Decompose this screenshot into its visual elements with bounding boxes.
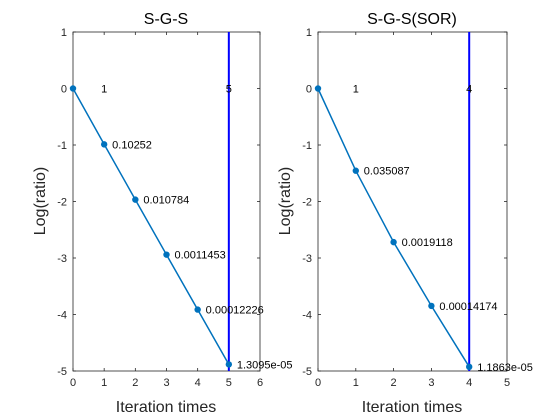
x-tick-label: 6 <box>257 377 263 389</box>
x-tick-label: 3 <box>428 377 434 389</box>
x-tick-label: 5 <box>226 377 232 389</box>
x-axis-label: Iteration times <box>116 399 216 416</box>
point-label: 1.1863e-05 <box>477 362 533 374</box>
point-label: 0.0011453 <box>175 250 226 262</box>
data-point <box>100 141 108 148</box>
data-point <box>466 363 473 371</box>
x-axis-label: Iteration times <box>362 399 462 416</box>
x-tick-label: 4 <box>195 377 201 389</box>
x-tick-label: 5 <box>504 377 510 389</box>
x-tick-label: 2 <box>391 377 397 389</box>
marks-group: 0.035087 0.0019118 0.00014174 1.1863e-05 1 4 <box>314 32 533 374</box>
top-label: 1 <box>101 84 107 96</box>
x-tick-label: 0 <box>70 377 76 389</box>
y-tick-label: -1 <box>57 140 67 152</box>
data-point <box>194 306 201 313</box>
data-point <box>352 167 359 174</box>
axes-box <box>317 31 508 372</box>
x-tick-label: 4 <box>466 377 472 389</box>
y-tick-label: 0 <box>61 84 67 96</box>
top-label: 4 <box>466 84 472 96</box>
top-label: 1 <box>353 84 359 96</box>
y-tick-label: -2 <box>57 197 67 209</box>
point-label: 0.00014174 <box>439 301 497 313</box>
point-label: 0.035087 <box>364 166 410 178</box>
y-tick-label: -4 <box>302 310 312 322</box>
y-axis-label: Log(ratio) <box>277 167 294 235</box>
x-tick-label: 1 <box>101 377 107 389</box>
x-tick-label: 1 <box>353 377 359 389</box>
y-tick-label: -3 <box>302 253 312 265</box>
series-line <box>72 88 230 365</box>
y-tick-label: -3 <box>57 253 67 265</box>
chart-title: S-G-S(SOR) <box>367 11 457 28</box>
chart-title: S-G-S <box>144 11 188 28</box>
x-tick-label: 0 <box>315 377 321 389</box>
point-label: 0.0019118 <box>402 237 453 249</box>
data-point <box>163 251 170 258</box>
data-point <box>132 196 139 203</box>
top-label: 5 <box>226 84 232 96</box>
ticks-group: 0 1 2 3 4 5 6 1 0 -1 -2 -3 -4 -5 <box>57 27 263 389</box>
point-label: 0.00012226 <box>206 305 264 317</box>
point-label: 0.10252 <box>112 139 152 151</box>
point-label: 1.3095e-05 <box>237 359 293 371</box>
subplot-sgs-sor: S-G-S(SOR) Iteration times Log(ratio) 0 1… <box>277 11 533 416</box>
marks-group: 0.10252 0.010784 0.0011453 0.00012226 1.3095… <box>69 32 293 371</box>
y-tick-label: -2 <box>302 197 312 209</box>
y-tick-label: 1 <box>61 27 67 39</box>
y-tick-label: 1 <box>306 27 312 39</box>
x-tick-label: 2 <box>132 377 138 389</box>
y-tick-label: -5 <box>302 366 312 378</box>
y-tick-label: -5 <box>57 366 67 378</box>
y-tick-label: -1 <box>302 140 312 152</box>
data-point <box>69 85 77 92</box>
y-tick-label: -4 <box>57 310 67 322</box>
data-point <box>314 85 322 92</box>
ticks-group: 0 1 2 3 4 5 1 0 -1 -2 -3 -4 -5 <box>302 27 510 389</box>
data-point <box>428 302 435 310</box>
data-point <box>225 361 233 368</box>
x-tick-label: 3 <box>163 377 169 389</box>
data-point <box>390 238 397 246</box>
point-label: 0.010784 <box>143 195 189 207</box>
y-axis-label: Log(ratio) <box>32 167 49 235</box>
subplot-sgs: S-G-S Iteration times Log(ratio) 0 1 2 3 4 5 6… <box>32 11 293 416</box>
y-tick-label: 0 <box>306 84 312 96</box>
